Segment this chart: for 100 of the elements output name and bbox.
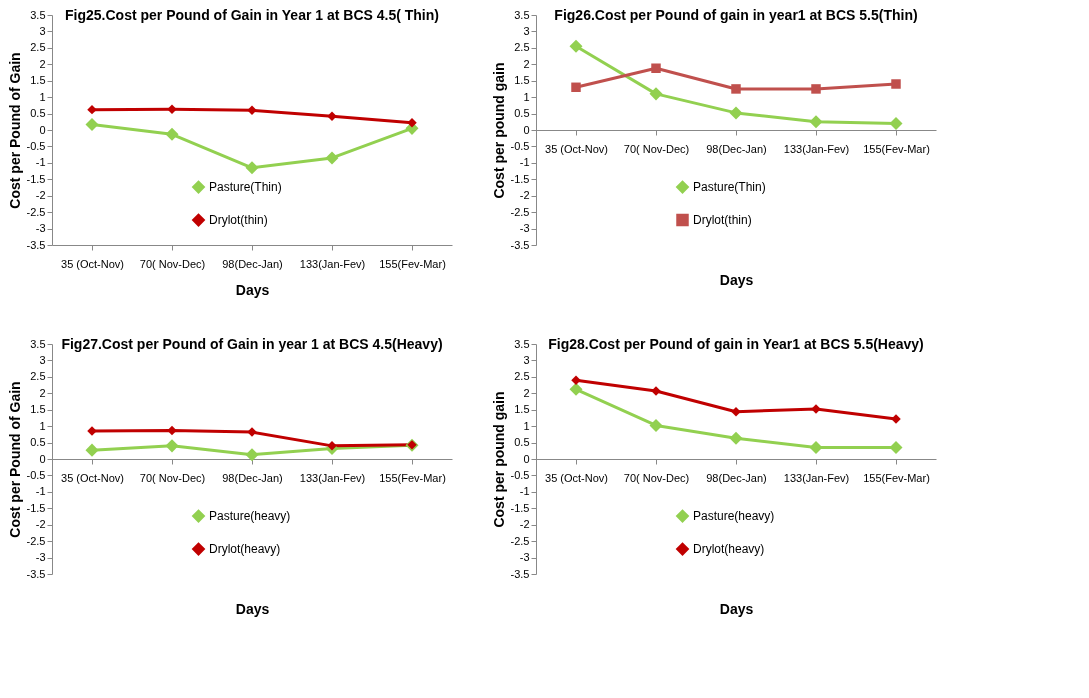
- point: [245, 161, 259, 175]
- y-axis-title: Cost per pound gain: [490, 391, 507, 528]
- y-tick-label: -0.5: [510, 139, 530, 152]
- point: [85, 117, 99, 131]
- y-tick-label: 2.5: [514, 370, 530, 383]
- y-tick-label: -1.5: [26, 501, 46, 514]
- x-tick-label: 98(Dec-Jan): [222, 471, 283, 484]
- point: [649, 418, 663, 432]
- point: [569, 39, 583, 53]
- y-tick-label: -3.5: [510, 567, 530, 580]
- point: [731, 84, 741, 94]
- x-tick-label: 70( Nov-Dec): [623, 471, 690, 484]
- y-tick-label: -2.5: [510, 534, 530, 547]
- x-tick-label: 70( Nov-Dec): [623, 142, 690, 155]
- legend-label: Drylot(thin): [693, 213, 752, 228]
- y-tick-label: 2: [523, 57, 530, 70]
- y-tick-label: -3.5: [26, 567, 46, 580]
- y-tick-label: 3: [39, 353, 46, 366]
- y-tick-label: -1: [519, 156, 530, 169]
- x-tick-label: 155(Fev-Mar): [379, 471, 446, 484]
- y-tick-label: -3: [519, 551, 530, 564]
- y-tick-label: 1: [523, 90, 530, 103]
- point: [811, 84, 821, 94]
- y-tick-label: 3: [523, 24, 530, 37]
- point: [571, 82, 581, 93]
- y-axis-title: Cost per Pound of Gain: [6, 52, 23, 209]
- y-tick-label: 0.5: [514, 107, 530, 120]
- y-tick-label: 3.5: [514, 8, 530, 21]
- x-tick-label: 98(Dec-Jan): [222, 257, 283, 270]
- x-axis-title: Days: [235, 281, 270, 298]
- x-tick-label: 98(Dec-Jan): [706, 142, 767, 155]
- y-tick-label: -2.5: [510, 205, 530, 218]
- y-tick-label: -3: [35, 551, 46, 564]
- y-tick-label: 1: [39, 419, 46, 432]
- y-tick-label: 3: [39, 24, 46, 37]
- x-tick-label: 70( Nov-Dec): [139, 257, 206, 270]
- y-tick-label: -2: [35, 189, 46, 202]
- y-tick-label: 1.5: [30, 403, 46, 416]
- point: [325, 151, 339, 165]
- chart-title: Fig25.Cost per Pound of Gain in Year 1 at BCS 4.5( Thin): [65, 6, 439, 23]
- y-tick-label: -3: [519, 222, 530, 235]
- x-tick-label: 70( Nov-Dec): [139, 471, 206, 484]
- y-tick-label: -1.5: [26, 172, 46, 185]
- y-tick-label: 0: [523, 452, 530, 465]
- x-axis-title: Days: [235, 600, 270, 617]
- legend-label: Drylot(thin): [209, 213, 268, 228]
- y-tick-label: 3.5: [30, 337, 46, 350]
- point: [889, 440, 903, 455]
- y-tick-label: -0.5: [26, 468, 46, 481]
- x-tick-label: 133(Jan-Fev): [299, 471, 366, 484]
- point: [569, 382, 583, 396]
- y-tick-label: 2.5: [30, 370, 46, 383]
- y-tick-label: 2: [39, 386, 46, 399]
- y-tick-label: 3.5: [30, 8, 46, 21]
- point: [165, 127, 179, 141]
- y-tick-label: -1: [519, 485, 530, 498]
- point: [729, 106, 743, 120]
- y-tick-label: -0.5: [26, 139, 46, 152]
- y-tick-label: 0: [523, 123, 530, 136]
- point: [165, 439, 179, 453]
- y-tick-label: 0: [39, 123, 46, 136]
- y-tick-label: 1.5: [514, 403, 530, 416]
- y-tick-label: 2.5: [514, 41, 530, 54]
- point: [809, 115, 823, 129]
- point: [87, 104, 97, 115]
- legend-label: Drylot(heavy): [693, 542, 765, 557]
- y-tick-label: -2: [35, 518, 46, 531]
- y-tick-label: 1: [523, 419, 530, 432]
- y-tick-label: 2: [523, 386, 530, 399]
- chart-title: Fig26.Cost per Pound of gain in year1 at BCS 5.5(Thin): [554, 6, 918, 23]
- legend-label: Pasture(heavy): [209, 509, 291, 524]
- chart-title: Fig27.Cost per Pound of Gain in year 1 at BCS 4.5(Heavy): [61, 335, 443, 352]
- y-tick-label: 1.5: [30, 74, 46, 87]
- point: [889, 116, 903, 130]
- y-tick-label: -2.5: [26, 534, 46, 547]
- point: [891, 79, 901, 89]
- y-axis-title: Cost per Pound of Gain: [6, 381, 23, 538]
- y-tick-label: -0.5: [510, 468, 530, 481]
- x-tick-label: 133(Jan-Fev): [783, 471, 850, 484]
- x-tick-label: 155(Fev-Mar): [863, 471, 930, 484]
- point: [649, 87, 663, 101]
- point: [731, 406, 741, 417]
- y-tick-label: 0: [39, 452, 46, 465]
- x-tick-label: 35 (Oct-Nov): [545, 471, 608, 484]
- point: [167, 104, 177, 115]
- y-tick-label: 1.5: [514, 74, 530, 87]
- x-tick-label: 35 (Oct-Nov): [61, 257, 124, 270]
- y-axis-title: Cost per pound gain: [490, 62, 507, 199]
- x-tick-label: 155(Fev-Mar): [863, 142, 930, 155]
- x-tick-label: 133(Jan-Fev): [783, 142, 850, 155]
- y-tick-label: 2.5: [30, 41, 46, 54]
- y-tick-label: -1: [35, 156, 46, 169]
- y-tick-label: 3: [523, 353, 530, 366]
- point: [167, 425, 177, 436]
- y-tick-label: 3.5: [514, 337, 530, 350]
- y-tick-label: -3: [35, 222, 46, 235]
- y-tick-label: 0.5: [30, 436, 46, 449]
- legend-label: Pasture(heavy): [693, 509, 775, 524]
- x-tick-label: 35 (Oct-Nov): [545, 142, 608, 155]
- x-axis-title: Days: [719, 271, 754, 288]
